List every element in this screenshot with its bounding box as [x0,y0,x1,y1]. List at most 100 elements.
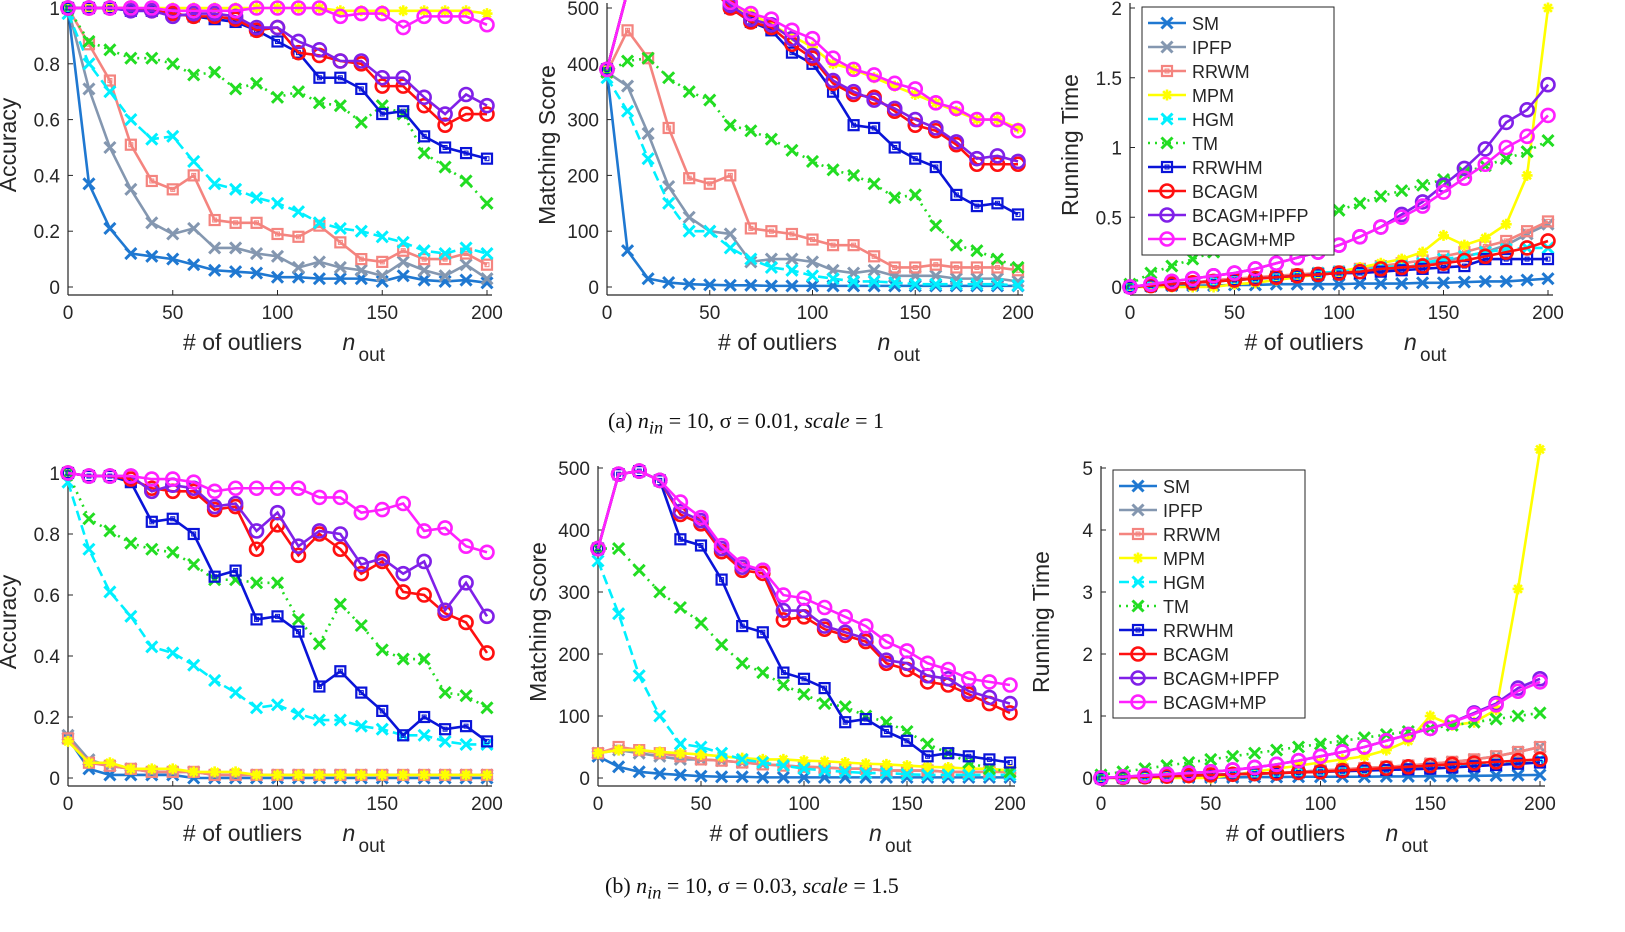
circle-marker [796,590,812,607]
data-point [983,753,996,766]
x-tick-label: 50 [690,794,711,815]
series-tm [591,542,1017,779]
data-point [1312,763,1329,780]
square-marker [868,250,881,263]
data-point [1181,765,1197,781]
legend-entry: IPFP [1119,501,1203,521]
data-point [703,93,717,107]
data-point [437,8,453,25]
data-point [418,769,430,781]
data-point [1002,677,1018,693]
x-marker [703,93,717,107]
data-point [868,250,881,263]
x-marker [1489,712,1503,726]
data-point [416,523,432,539]
square-marker [859,712,872,726]
data-point [312,96,326,110]
square-marker [1541,253,1555,266]
circle-marker [248,480,265,497]
legend-entry: RRWM [1119,525,1221,545]
circle-marker [248,19,265,36]
circle-marker [479,608,495,625]
square-marker-inner [789,231,795,237]
x-marker [641,272,655,286]
data-point [166,57,180,71]
square-marker [480,735,494,748]
circle-marker [804,30,821,47]
x-marker [888,275,902,290]
asterisk-marker [880,758,892,770]
y-tick-label: 0 [1082,769,1093,790]
data-point [311,0,328,16]
data-point [271,610,284,623]
data-point [354,263,368,277]
legend-entry: RRWHM [1148,158,1263,178]
data-point [1540,107,1556,124]
data-point [185,2,202,19]
square-marker [1520,225,1534,238]
circle-marker [816,599,833,616]
data-point [479,97,495,114]
data-point [124,536,138,550]
x-tick-label: 0 [63,303,74,324]
asterisk-marker [251,769,263,781]
data-point [1224,762,1241,778]
data-point [229,686,243,700]
x-axis-variable-subscript: out [1420,345,1447,366]
data-point [187,221,201,235]
circle-marker [1002,705,1018,721]
asterisk-marker [209,766,221,778]
data-point [908,188,922,202]
series-line [67,471,488,743]
x-marker [438,160,452,174]
data-point [102,468,118,484]
asterisk-marker [146,763,158,775]
x-marker [480,272,494,286]
x-marker [103,221,117,235]
circle-marker [1498,114,1514,131]
data-point [313,71,326,84]
circle-marker [395,19,412,36]
square-marker-inner [698,543,704,548]
x-marker [229,182,243,196]
square-marker-inner [379,259,385,265]
circle-marker [1356,739,1373,755]
circle-marker [1246,759,1263,776]
x-marker [187,221,201,235]
x-marker [82,512,96,526]
circle-marker [1393,259,1410,276]
data-point [354,719,368,733]
asterisk-marker [376,769,388,781]
data-point [1291,740,1306,754]
square-marker-inner [484,262,490,268]
x-marker [962,755,976,770]
x-marker [1436,276,1451,290]
x-marker [632,563,646,577]
data-point [60,465,76,481]
x-marker [1165,259,1179,273]
asterisk-marker [1521,169,1533,181]
data-point [775,602,792,619]
square-marker [744,222,757,235]
legend-label: HGM [1192,110,1234,130]
data-point [145,216,159,230]
square-marker-inner [400,732,406,738]
x-marker [1541,272,1555,286]
data-point [1520,225,1534,238]
square-marker-inner [295,629,301,635]
asterisk-marker [397,769,409,781]
data-point [1184,270,1201,287]
circle-marker [899,643,915,659]
data-point [929,160,942,174]
data-point [418,253,431,266]
x-axis-label: # of outliers [718,329,837,355]
data-point [1499,152,1513,166]
square-marker [888,261,901,274]
caption-scale-value: = 1.5 [847,873,899,898]
series-sm [61,1,494,290]
data-point [1011,260,1025,275]
data-point [948,134,965,150]
x-tick-label: 200 [471,794,503,815]
